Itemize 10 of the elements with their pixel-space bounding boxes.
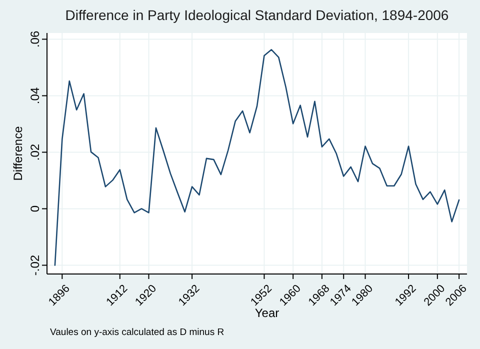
- line-series: [54, 49, 460, 266]
- y-tick-label: .06: [28, 30, 42, 48]
- x-axis-title: Year: [254, 306, 280, 320]
- y-axis-title: Difference: [11, 126, 25, 181]
- y-tick-label: 0: [28, 205, 42, 212]
- chart-title: Difference in Party Ideological Standard Deviation, 1894-2006: [65, 7, 449, 23]
- text: Vaules on y-axis calculated as D minus R: [50, 327, 224, 338]
- y-tick-label: -.02: [28, 254, 42, 276]
- y-tick-label: .04: [28, 87, 42, 104]
- y-tick-label: .02: [28, 144, 42, 161]
